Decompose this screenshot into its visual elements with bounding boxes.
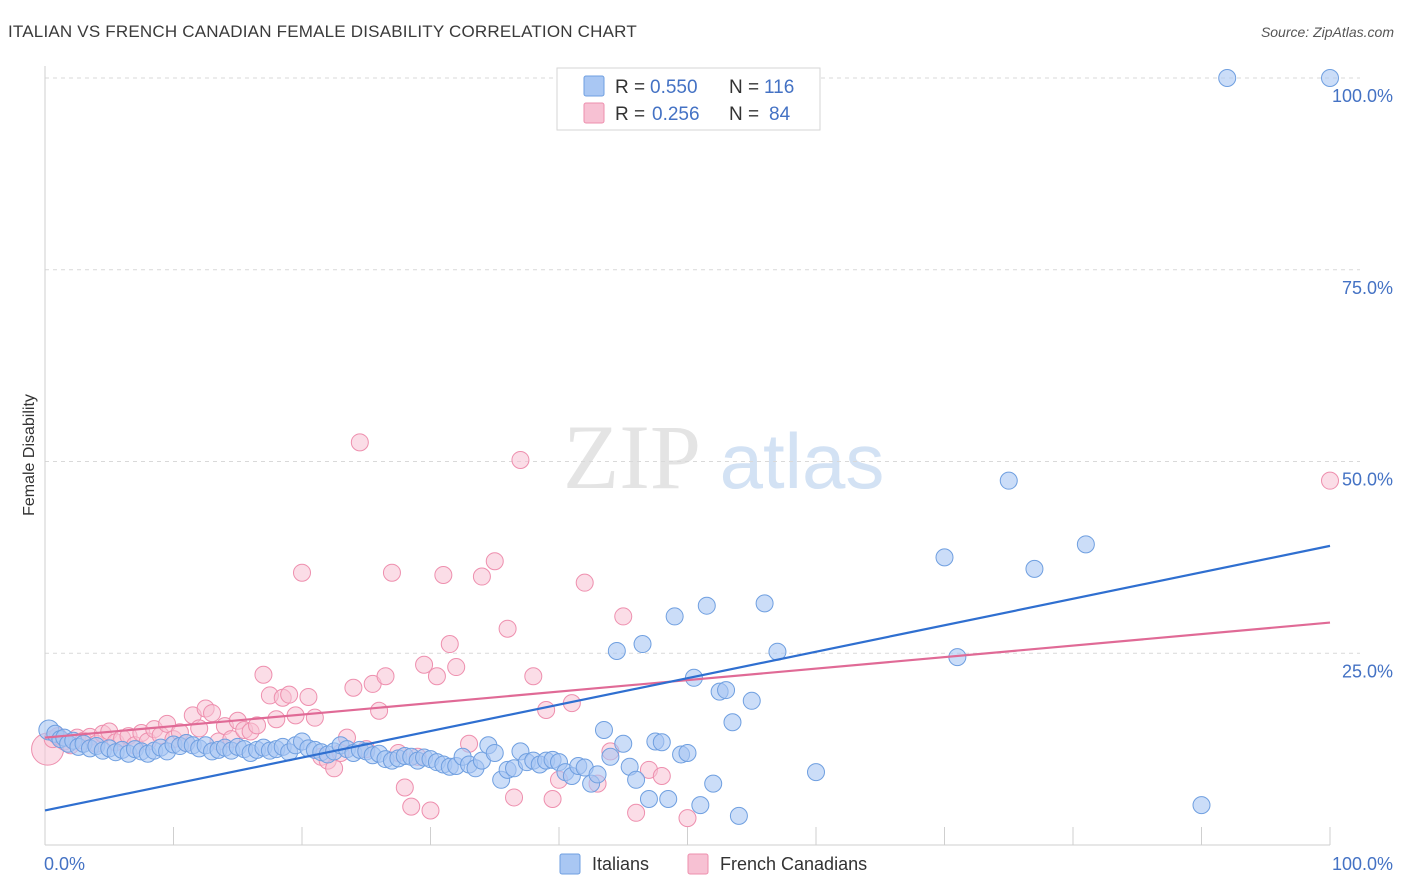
data-point-french-canadians [248,716,267,735]
data-point-french-canadians [472,567,491,586]
data-point-french-canadians [305,708,324,727]
data-point-italians [659,789,678,808]
legend-n-label: N = [729,104,759,125]
data-point-french-canadians [395,778,414,797]
y-tick-label: 100.0% [1332,86,1393,106]
trendline-french-canadians [44,621,1331,739]
data-point-italians [601,747,620,766]
data-point-italians [1192,796,1211,815]
x-tick-label: 100.0% [1332,854,1393,874]
gridlines [45,77,1360,654]
data-point-french-canadians [299,687,318,706]
data-point-french-canadians [382,563,401,582]
legend-label-french-canadians: French Canadians [720,854,867,874]
data-point-french-canadians [575,573,594,592]
data-point-french-canadians [447,658,466,677]
data-point-french-canadians [543,789,562,808]
legend-n-value: 116 [764,77,794,98]
data-point-italians [1321,69,1339,87]
y-tick-label: 25.0% [1342,661,1393,681]
legend-swatch-italians [583,75,605,97]
data-point-french-canadians [652,766,671,785]
y-axis-label: Female Disability [21,394,38,516]
series-legend: Italians French Canadians [559,853,867,875]
data-point-french-canadians [376,667,395,686]
data-point-french-canadians [280,685,299,704]
data-point-italians [633,635,652,654]
data-point-italians [678,743,697,762]
data-point-french-canadians [537,701,556,720]
y-tick-labels: 25.0% 50.0% 75.0% 100.0% [1332,86,1393,681]
correlation-legend: R = 0.550 N = 116 R = 0.256 N = 84 [556,67,821,131]
data-point-french-canadians [505,788,524,807]
data-point-french-canadians [511,450,530,469]
data-point-french-canadians [627,803,646,822]
data-point-french-canadians [293,563,311,582]
data-point-french-canadians [678,809,697,828]
data-point-italians [1218,69,1237,87]
legend-r-value: 0.256 [652,104,700,125]
data-point-italians [639,789,658,808]
data-point-italians [607,641,626,660]
data-point-italians [807,763,825,782]
data-point-italians [729,806,748,825]
legend-swatch-italians [559,853,581,875]
chart-title: ITALIAN VS FRENCH CANADIAN FEMALE DISABI… [8,22,637,41]
data-point-italians [652,733,671,752]
legend-label-italians: Italians [592,854,649,874]
data-point-french-canadians [254,665,273,684]
data-point-italians [665,607,684,626]
data-point-italians [742,691,761,710]
data-point-french-canadians [350,433,369,452]
trendline-italians [44,544,1331,812]
data-point-italians [594,720,613,739]
data-point-italians [717,681,736,700]
data-point-french-canadians [434,566,453,585]
legend-r-value: 0.550 [650,77,698,98]
legend-swatch-french-canadians [583,102,605,124]
legend-n-value: 84 [769,104,791,125]
trendlines [44,544,1331,812]
data-point-italians [614,734,633,753]
data-point-french-canadians [421,801,440,820]
legend-r-label: R = [615,77,645,98]
x-tick-label: 0.0% [44,854,85,874]
legend-n-label: N = [729,77,759,98]
x-tick-labels: 0.0% 100.0% [44,854,1393,874]
data-point-italians [704,774,723,793]
data-point-italians [697,596,716,615]
data-point-italians [1025,559,1044,578]
data-point-french-canadians [402,797,421,816]
data-point-french-canadians [267,710,286,729]
source-credit: Source: ZipAtlas.com [1260,24,1394,40]
data-point-french-canadians [440,635,459,654]
data-point-french-canadians [415,655,434,674]
data-point-italians [999,471,1018,490]
data-point-italians [1076,535,1095,554]
data-point-italians [935,548,954,567]
watermark-zip: ZIP [563,406,701,508]
y-tick-label: 75.0% [1342,278,1393,298]
data-point-french-canadians [427,667,446,686]
y-tick-label: 50.0% [1342,470,1393,490]
data-point-french-canadians [485,552,504,571]
legend-r-label: R = [615,104,645,125]
data-point-french-canadians [344,678,363,697]
data-point-french-canadians [1321,471,1339,490]
data-point-italians [485,743,504,762]
data-point-french-canadians [524,667,543,686]
data-point-italians [723,713,742,732]
data-point-french-canadians [370,701,389,720]
data-point-italians [588,765,607,784]
data-point-italians [691,796,710,815]
legend-swatch-french-canadians [687,853,709,875]
axes [44,66,1331,846]
data-point-italians [755,594,774,613]
data-point-french-canadians [498,619,517,638]
data-point-italians [627,770,646,789]
data-point-french-canadians [614,607,633,626]
data-point-french-canadians [203,704,222,723]
